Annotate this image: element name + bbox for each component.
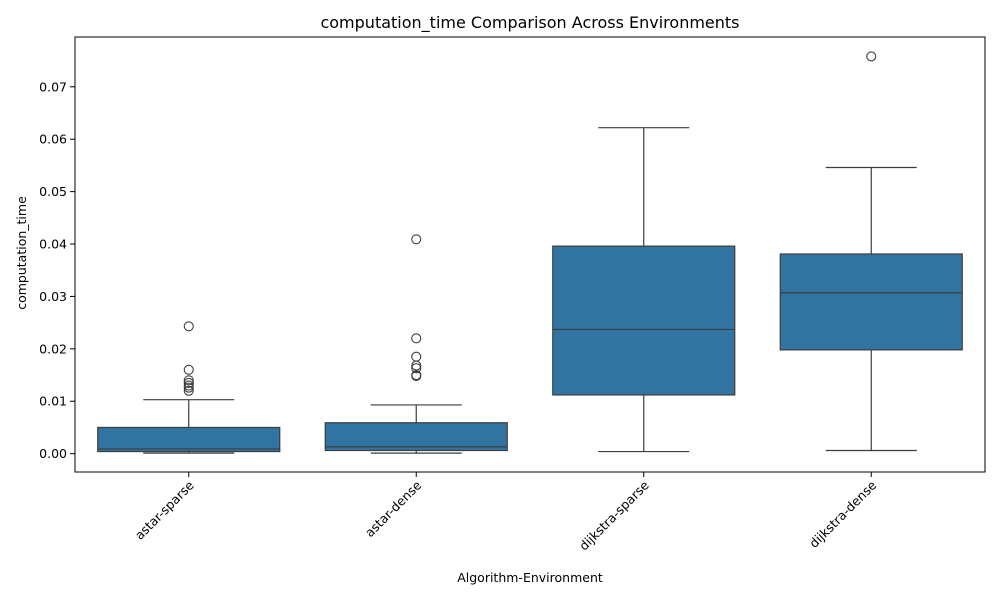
box-group-dijkstra-dense bbox=[779, 51, 963, 452]
x-tick-label: astar-sparse bbox=[132, 477, 197, 542]
outlier-point bbox=[411, 371, 422, 382]
box-group-astar-dense bbox=[324, 234, 508, 454]
outlier-point bbox=[183, 321, 194, 332]
box-group-dijkstra-sparse bbox=[552, 127, 736, 453]
iqr-box bbox=[552, 245, 736, 396]
y-tick-label: 0.00 bbox=[39, 446, 67, 461]
outlier-point bbox=[411, 363, 422, 374]
y-tick-label: 0.07 bbox=[39, 79, 67, 94]
outlier-point bbox=[183, 364, 194, 375]
outlier-point bbox=[411, 234, 422, 245]
y-tick-label: 0.04 bbox=[39, 237, 67, 252]
plot-frame bbox=[74, 36, 986, 473]
outlier-point bbox=[411, 351, 422, 362]
iqr-box bbox=[779, 253, 963, 351]
x-tick-label: astar-dense bbox=[362, 477, 425, 540]
y-tick-label: 0.02 bbox=[39, 341, 67, 356]
iqr-box bbox=[324, 422, 508, 452]
y-tick-label: 0.01 bbox=[39, 394, 67, 409]
outlier-point bbox=[411, 333, 422, 344]
y-tick-label: 0.05 bbox=[39, 184, 67, 199]
chart-title: computation_time Comparison Across Envir… bbox=[320, 13, 739, 33]
y-tick-label: 0.03 bbox=[39, 289, 67, 304]
outlier-point bbox=[183, 377, 194, 388]
plot-area bbox=[97, 51, 963, 454]
x-tick-label: dijkstra-sparse bbox=[576, 477, 652, 553]
x-axis-label: Algorithm-Environment bbox=[457, 570, 603, 585]
outlier-point bbox=[866, 51, 877, 62]
y-tick-label: 0.06 bbox=[39, 132, 67, 147]
x-tick-label: dijkstra-dense bbox=[806, 477, 879, 550]
outlier-point bbox=[183, 375, 194, 386]
outlier-point bbox=[183, 382, 194, 393]
y-axis-label: computation_time bbox=[14, 196, 29, 310]
iqr-box bbox=[97, 426, 281, 453]
box-group-astar-sparse bbox=[97, 321, 281, 454]
outlier-point bbox=[183, 385, 194, 396]
